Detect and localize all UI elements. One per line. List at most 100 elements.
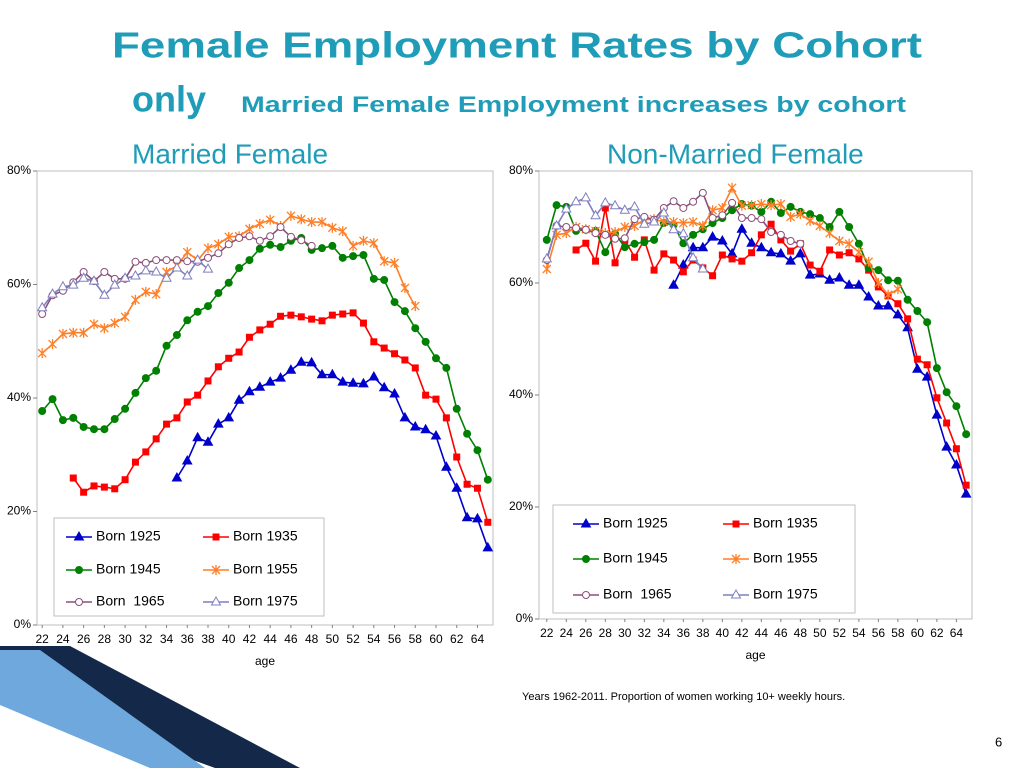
data-point (601, 204, 609, 212)
legend-marker (210, 595, 222, 606)
data-point (767, 220, 775, 228)
data-point (952, 402, 961, 411)
data-point (640, 238, 649, 247)
data-point (951, 458, 962, 469)
data-point (611, 259, 619, 267)
data-point (100, 483, 108, 491)
data-point (401, 356, 409, 364)
data-point (452, 404, 461, 413)
data-point (161, 272, 172, 282)
x-tick-label: 64 (471, 632, 485, 646)
legend-label: Born 1955 (233, 561, 298, 577)
data-point (727, 182, 737, 193)
data-point (590, 209, 601, 220)
data-point (756, 199, 766, 210)
data-point (67, 279, 79, 289)
data-point (570, 195, 582, 206)
data-point (776, 199, 786, 210)
data-point (172, 331, 181, 340)
slide-title: Female Employment Rates by Cohort (112, 25, 922, 66)
data-point (182, 247, 192, 258)
data-point (786, 211, 796, 222)
legend-marker (73, 530, 85, 541)
x-tick-label: 24 (560, 626, 574, 640)
legend-label: Born 1925 (96, 528, 161, 544)
x-tick-label: 54 (367, 632, 381, 646)
data-point (473, 446, 482, 455)
data-point (202, 263, 214, 273)
data-point (380, 344, 388, 352)
data-point (420, 423, 431, 434)
data-point (660, 250, 668, 258)
x-tick-label: 48 (305, 632, 319, 646)
data-point (560, 203, 572, 213)
data-point (835, 207, 844, 216)
slide-subtitle: Married Female Employment increases by c… (241, 92, 907, 117)
data-point (327, 368, 338, 379)
legend-marker (731, 554, 741, 564)
data-point (923, 361, 931, 369)
data-point (882, 299, 894, 310)
data-point (923, 318, 932, 327)
data-point (328, 241, 337, 250)
data-point (853, 279, 865, 289)
data-point (845, 223, 854, 231)
x-tick-label: 46 (284, 632, 298, 646)
data-point (650, 235, 659, 244)
data-point (912, 363, 923, 373)
data-point (592, 257, 600, 265)
x-tick-label: 40 (222, 632, 236, 646)
data-point (368, 370, 380, 381)
data-point (572, 224, 581, 233)
data-point (224, 231, 234, 242)
data-point (318, 244, 326, 253)
data-point (151, 289, 161, 300)
data-point (152, 435, 160, 443)
data-point (962, 481, 970, 489)
legend-box (53, 517, 325, 617)
data-point (327, 222, 337, 233)
data-point (785, 255, 796, 265)
x-tick-label: 46 (774, 626, 788, 640)
x-tick-label: 48 (794, 626, 808, 640)
data-point (380, 275, 389, 284)
data-point (69, 474, 77, 482)
data-point (244, 223, 254, 234)
data-point (213, 239, 223, 250)
data-point (620, 222, 630, 232)
data-point (391, 350, 399, 358)
data-point (244, 385, 255, 396)
data-point (171, 471, 183, 482)
data-point (390, 257, 400, 268)
data-point (296, 214, 306, 225)
data-point (162, 341, 171, 350)
x-tick-label: 38 (201, 632, 215, 646)
data-point (677, 259, 689, 269)
data-point (214, 249, 223, 258)
data-point (57, 280, 69, 291)
data-point (275, 372, 286, 382)
data-point (131, 458, 139, 466)
data-point (599, 196, 611, 207)
data-point (941, 441, 952, 451)
data-point (737, 200, 747, 211)
data-point (786, 237, 795, 245)
data-point (286, 210, 296, 221)
y-tick-label: 40% (7, 390, 31, 404)
data-point (389, 388, 400, 398)
legend-marker (212, 533, 220, 541)
data-point (204, 253, 212, 262)
data-point (308, 315, 316, 323)
data-point (630, 239, 639, 248)
data-point (815, 214, 824, 223)
data-point (765, 246, 777, 257)
y-tick-label: 60% (7, 277, 31, 291)
data-point (337, 376, 349, 386)
data-point (845, 249, 853, 257)
data-point (815, 220, 825, 231)
data-point (688, 216, 698, 227)
data-point (698, 188, 707, 197)
data-point (776, 230, 785, 239)
data-point (68, 327, 78, 338)
data-point (79, 327, 89, 338)
